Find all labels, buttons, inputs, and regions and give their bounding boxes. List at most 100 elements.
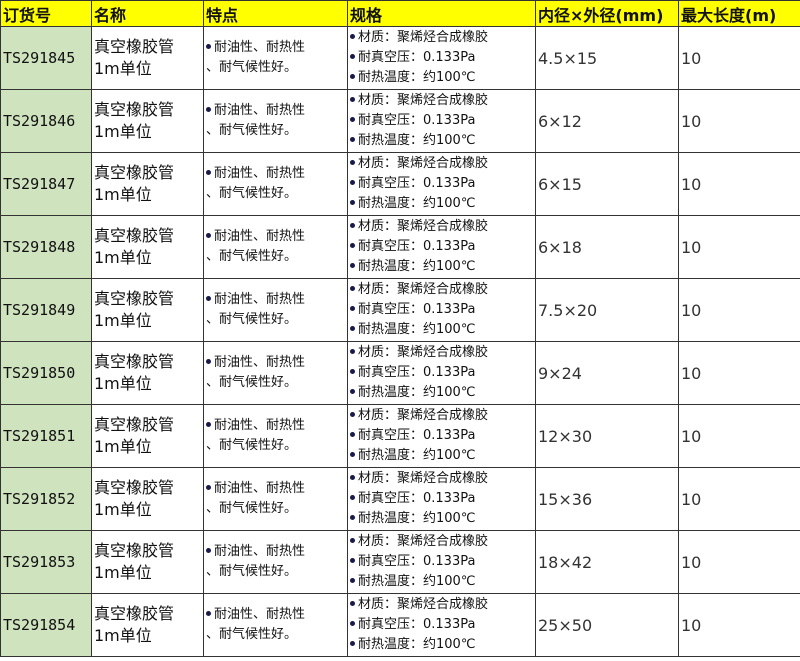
feature-line-2: 、耐气候性好。	[206, 564, 298, 579]
table-row: TS291848 真空橡胶管 1m单位 耐油性、耐热性 、耐气候性好。 材质：聚烯烃合成橡…	[0, 215, 800, 279]
name-cell: 真空橡胶管 1m单位	[91, 89, 204, 153]
unit-line: 1m单位	[94, 122, 152, 141]
spec-cell: 材质：聚烯烃合成橡胶 耐真空压：0.133Pa 耐热温度：约100℃	[347, 467, 536, 531]
header-spec: 规格	[347, 0, 536, 27]
spec-vacuum: 耐真空压：0.133Pa	[358, 617, 476, 632]
name-cell: 真空橡胶管 1m单位	[91, 341, 204, 405]
name-line: 真空橡胶管	[94, 415, 175, 434]
name-cell: 真空橡胶管 1m单位	[91, 278, 204, 342]
spec-temperature: 耐热温度：约100℃	[358, 322, 476, 337]
max-length-cell: 10	[678, 152, 800, 216]
name-line: 真空橡胶管	[94, 478, 175, 497]
spec-material: 材质：聚烯烃合成橡胶	[358, 597, 489, 612]
table-row: TS291852 真空橡胶管 1m单位 耐油性、耐热性 、耐气候性好。 材质：聚烯烃合成橡…	[0, 467, 800, 531]
bullet-icon	[350, 578, 355, 583]
name-cell: 真空橡胶管 1m单位	[91, 467, 204, 531]
bullet-icon	[350, 263, 355, 268]
diameter-cell: 6×15	[535, 152, 679, 216]
spec-temperature: 耐热温度：约100℃	[358, 70, 476, 85]
features-cell: 耐油性、耐热性 、耐气候性好。	[203, 467, 348, 531]
header-max-length: 最大长度(m)	[678, 0, 800, 27]
features-cell: 耐油性、耐热性 、耐气候性好。	[203, 404, 348, 468]
spec-vacuum: 耐真空压：0.133Pa	[358, 491, 476, 506]
features-cell: 耐油性、耐热性 、耐气候性好。	[203, 341, 348, 405]
spec-material: 材质：聚烯烃合成橡胶	[358, 471, 489, 486]
diameter-cell: 6×18	[535, 215, 679, 279]
name-line: 真空橡胶管	[94, 541, 175, 560]
feature-line-2: 、耐气候性好。	[206, 249, 298, 264]
bullet-icon	[350, 34, 355, 39]
spec-vacuum: 耐真空压：0.133Pa	[358, 176, 476, 191]
max-length-cell: 10	[678, 215, 800, 279]
bullet-icon	[350, 495, 355, 500]
unit-line: 1m单位	[94, 311, 152, 330]
bullet-icon	[206, 611, 211, 616]
bullet-icon	[206, 485, 211, 490]
bullet-icon	[350, 412, 355, 417]
feature-line: 耐油性、耐热性	[214, 355, 306, 370]
feature-line-2: 、耐气候性好。	[206, 438, 298, 453]
bullet-icon	[350, 538, 355, 543]
bullet-icon	[206, 107, 211, 112]
bullet-icon	[350, 97, 355, 102]
spec-cell: 材质：聚烯烃合成橡胶 耐真空压：0.133Pa 耐热温度：约100℃	[347, 89, 536, 153]
table-row: TS291846 真空橡胶管 1m单位 耐油性、耐热性、耐气候性好。 材质：聚烯烃合成橡…	[0, 89, 800, 153]
bullet-icon	[350, 74, 355, 79]
bullet-icon	[206, 359, 211, 364]
bullet-icon	[206, 170, 211, 175]
features-cell: 耐油性、耐热性、耐气候性好。	[203, 215, 348, 279]
features-cell: 耐油性、耐热性 、耐气候性好。	[203, 26, 348, 90]
feature-line: 耐油性、耐热性	[214, 40, 306, 55]
unit-line: 1m单位	[94, 185, 152, 204]
feature-line: 耐油性、耐热性	[214, 292, 306, 307]
bullet-icon	[350, 389, 355, 394]
spec-material: 材质：聚烯烃合成橡胶	[358, 219, 489, 234]
bullet-icon	[350, 286, 355, 291]
name-line: 真空橡胶管	[94, 604, 175, 623]
bullet-icon	[206, 233, 211, 238]
order-no-cell: TS291846	[0, 89, 92, 153]
spec-cell: 材质：聚烯烃合成橡胶 耐真空压：0.133Pa 耐热温度：约100℃	[347, 593, 536, 657]
name-line: 真空橡胶管	[94, 100, 175, 119]
name-cell: 真空橡胶管 1m单位	[91, 152, 204, 216]
table-row: TS291850 真空橡胶管 1m单位 耐油性、耐热性 、耐气候性好。 材质：聚烯烃合成橡…	[0, 341, 800, 405]
diameter-cell: 9×24	[535, 341, 679, 405]
name-cell: 真空橡胶管 1m单位	[91, 530, 204, 594]
order-no-cell: TS291851	[0, 404, 92, 468]
feature-line-2: 、耐气候性好。	[206, 123, 298, 138]
bullet-icon	[350, 621, 355, 626]
spec-vacuum: 耐真空压：0.133Pa	[358, 365, 476, 380]
bullet-icon	[350, 160, 355, 165]
name-line: 真空橡胶管	[94, 226, 175, 245]
max-length-cell: 10	[678, 341, 800, 405]
name-line: 真空橡胶管	[94, 163, 175, 182]
diameter-cell: 6×12	[535, 89, 679, 153]
name-cell: 真空橡胶管 1m单位	[91, 404, 204, 468]
bullet-icon	[350, 601, 355, 606]
spec-vacuum: 耐真空压：0.133Pa	[358, 302, 476, 317]
spec-vacuum: 耐真空压：0.133Pa	[358, 239, 476, 254]
bullet-icon	[350, 641, 355, 646]
features-cell: 耐油性、耐热性 、耐气候性好。	[203, 530, 348, 594]
spec-vacuum: 耐真空压：0.133Pa	[358, 50, 476, 65]
feature-line: 耐油性、耐热性	[214, 607, 306, 622]
bullet-icon	[350, 558, 355, 563]
table-row: TS291849 真空橡胶管 1m单位 耐油性、耐热性 、耐气候性好。 材质：聚烯烃合成橡…	[0, 278, 800, 342]
feature-line: 耐油性、耐热性	[214, 229, 306, 244]
unit-line: 1m单位	[94, 626, 152, 645]
order-no-cell: TS291845	[0, 26, 92, 90]
diameter-cell: 15×36	[535, 467, 679, 531]
order-no-cell: TS291847	[0, 152, 92, 216]
max-length-cell: 10	[678, 593, 800, 657]
spec-material: 材质：聚烯烃合成橡胶	[358, 30, 489, 45]
features-cell: 耐油性、耐热性 、耐气候性好。	[203, 152, 348, 216]
name-cell: 真空橡胶管 1m单位	[91, 26, 204, 90]
bullet-icon	[350, 200, 355, 205]
diameter-cell: 7.5×20	[535, 278, 679, 342]
feature-line: 耐油性、耐热性	[214, 103, 306, 118]
spec-cell: 材质：聚烯烃合成橡胶 耐真空压：0.133Pa 耐热温度：约100℃	[347, 530, 536, 594]
bullet-icon	[350, 223, 355, 228]
features-cell: 耐油性、耐热性 、耐气候性好。	[203, 278, 348, 342]
order-no-cell: TS291852	[0, 467, 92, 531]
spec-cell: 材质：聚烯烃合成橡胶 耐真空压：0.133Pa 耐热温度：约100℃	[347, 278, 536, 342]
